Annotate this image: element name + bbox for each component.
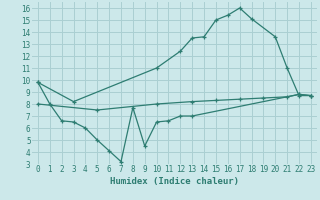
X-axis label: Humidex (Indice chaleur): Humidex (Indice chaleur)	[110, 177, 239, 186]
